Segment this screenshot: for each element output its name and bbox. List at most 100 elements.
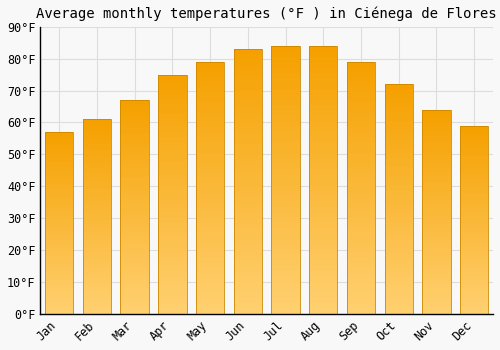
Bar [347,213,375,218]
Bar [272,233,299,239]
Bar [234,171,262,176]
Bar [460,190,488,194]
Bar [384,295,413,300]
Bar [309,116,338,121]
Bar [158,309,186,314]
Bar [234,218,262,224]
Bar [272,121,299,126]
Bar [45,154,74,158]
Bar [347,163,375,168]
Bar [422,118,450,122]
Bar [422,248,450,253]
Bar [45,208,74,212]
Bar [272,153,299,159]
Bar [460,242,488,246]
Bar [460,265,488,269]
Bar [460,171,488,175]
Bar [83,294,111,298]
Bar [460,205,488,209]
Bar [120,288,149,293]
Bar [309,223,338,228]
Bar [83,166,111,170]
Bar [158,199,186,204]
Bar [460,246,488,250]
Bar [309,105,338,110]
Bar [272,266,299,271]
Bar [347,138,375,142]
Bar [83,220,111,224]
Bar [384,116,413,121]
Bar [309,132,338,137]
Bar [460,284,488,288]
Bar [45,132,74,136]
Bar [272,185,299,191]
Bar [120,305,149,310]
Bar [384,226,413,231]
Bar [309,153,338,159]
Bar [234,49,262,54]
Bar [309,287,338,293]
Bar [196,233,224,238]
Bar [120,233,149,237]
Bar [309,78,338,83]
Bar [45,179,74,183]
Bar [384,245,413,250]
Bar [309,159,338,164]
Bar [272,46,299,314]
Bar [120,245,149,250]
Bar [384,107,413,112]
Bar [460,137,488,141]
Bar [347,198,375,203]
Bar [347,158,375,163]
Bar [272,250,299,255]
Bar [158,99,186,103]
Bar [45,172,74,176]
Bar [309,233,338,239]
Bar [234,118,262,123]
Bar [460,276,488,280]
Bar [196,132,224,138]
Bar [45,150,74,154]
Bar [83,224,111,228]
Bar [158,118,186,122]
Bar [272,228,299,233]
Bar [196,82,224,87]
Bar [45,230,74,234]
Bar [158,237,186,242]
Bar [422,244,450,248]
Bar [234,203,262,208]
Bar [422,110,450,114]
Bar [196,223,224,228]
Bar [422,216,450,220]
Bar [347,208,375,213]
Bar [158,252,186,257]
Bar [234,293,262,298]
Bar [460,303,488,306]
Bar [347,238,375,243]
Bar [272,196,299,201]
Bar [272,223,299,228]
Bar [83,290,111,294]
Bar [460,178,488,182]
Bar [272,217,299,223]
Bar [83,154,111,158]
Bar [422,208,450,212]
Bar [347,82,375,87]
Bar [234,208,262,213]
Bar [272,298,299,303]
Bar [422,306,450,310]
Bar [234,298,262,303]
Bar [45,248,74,252]
Bar [120,152,149,156]
Bar [272,46,299,51]
Bar [460,220,488,224]
Bar [422,310,450,314]
Bar [347,92,375,97]
Bar [83,306,111,310]
Bar [120,186,149,190]
Bar [460,186,488,190]
Bar [272,78,299,83]
Bar [120,190,149,194]
Bar [347,264,375,268]
Bar [272,57,299,62]
